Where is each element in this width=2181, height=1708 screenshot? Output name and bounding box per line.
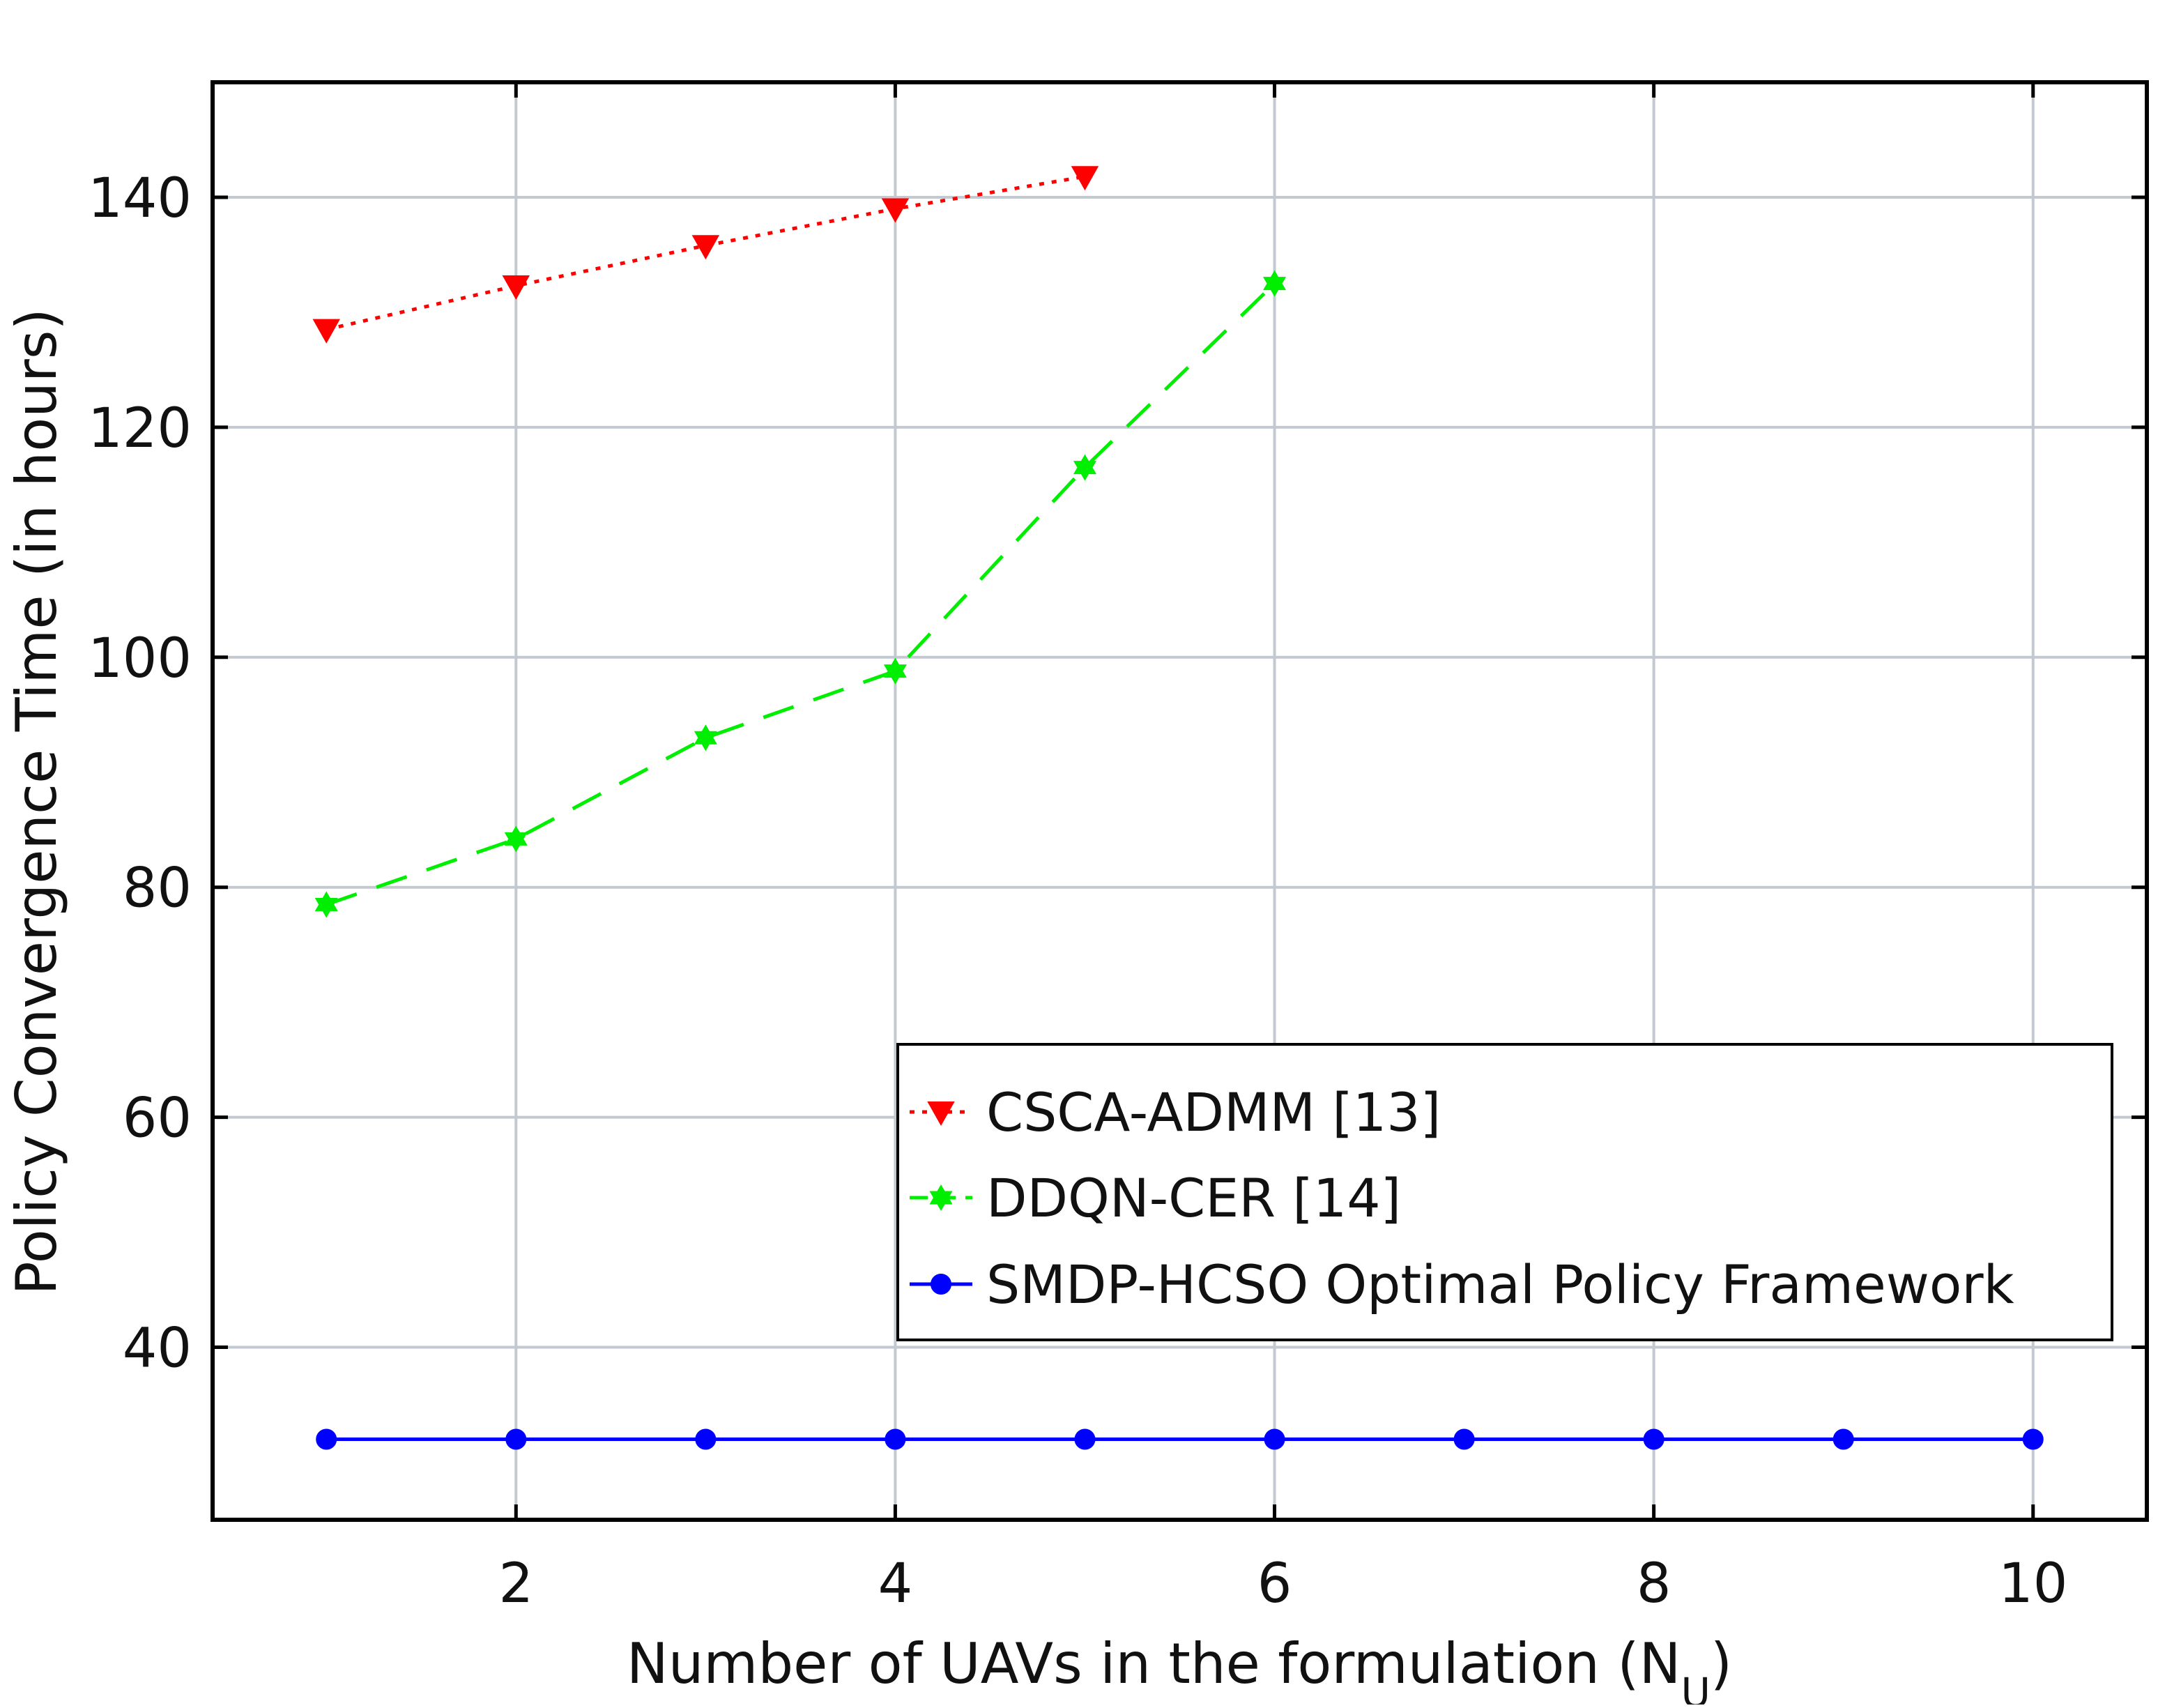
legend-item: CSCA-ADMM [13]: [910, 1081, 1441, 1143]
legend-item: DDQN-CER [14]: [910, 1167, 1401, 1229]
series-group: [312, 166, 2044, 1450]
data-point: [314, 891, 338, 918]
series-2: [314, 270, 1287, 918]
plot-frame: [211, 80, 2149, 1522]
data-point: [1264, 1428, 1285, 1450]
series-line: [326, 282, 1276, 906]
y-tick-label: 120: [88, 397, 192, 460]
marker-part: [694, 731, 717, 752]
x-tick-label: 10: [1998, 1553, 2067, 1615]
x-tick-label: 8: [1637, 1553, 1671, 1615]
x-axis-title: Number of UAVs in the formulation (NU): [627, 1631, 1732, 1705]
series-1: [312, 166, 1099, 344]
legend-item: SMDP-HCSO Optimal Policy Framework: [910, 1253, 2014, 1316]
data-point: [2022, 1428, 2044, 1450]
data-point: [502, 275, 530, 300]
data-point: [1643, 1428, 1665, 1450]
legend-label: DDQN-CER [14]: [986, 1167, 1401, 1229]
marker-part: [883, 664, 907, 685]
marker-part: [929, 1191, 953, 1211]
y-tick-label: 80: [123, 857, 192, 920]
data-point: [504, 825, 528, 853]
data-point: [883, 657, 907, 685]
data-point: [695, 1428, 717, 1450]
data-point: [1073, 454, 1096, 481]
legend-label: CSCA-ADMM [13]: [986, 1081, 1441, 1143]
y-tick-label: 60: [123, 1088, 192, 1150]
data-point: [1832, 1428, 1854, 1450]
marker-part: [1073, 461, 1096, 481]
y-tick-label: 140: [88, 167, 192, 230]
ticks: 2 4 6 8 10 40 60 80 100 120 140: [88, 82, 2147, 1615]
data-point: [1071, 166, 1099, 191]
series-3: [316, 1428, 2044, 1450]
marker-part: [314, 897, 338, 918]
marker-part: [1263, 277, 1287, 297]
data-point: [691, 235, 720, 260]
data-point: [881, 198, 910, 223]
data-point: [885, 1428, 906, 1450]
legend-marker: [929, 1184, 953, 1211]
legend: CSCA-ADMM [13] DDQN-CER [14] SMDP-HCSO Opt…: [896, 1043, 2113, 1341]
y-axis-title: Policy Convergence Time (in hours): [4, 308, 69, 1295]
y-tick-label: 100: [88, 627, 192, 690]
grid: [213, 82, 2147, 1520]
legend-marker: [931, 1274, 951, 1295]
data-point: [505, 1428, 527, 1450]
data-point: [1453, 1428, 1475, 1450]
legend-marker: [927, 1101, 955, 1127]
data-point: [1074, 1428, 1096, 1450]
series-line: [326, 174, 1085, 332]
marker-part: [504, 832, 528, 853]
data-point: [1263, 270, 1287, 297]
data-point: [694, 724, 717, 752]
legend-label: SMDP-HCSO Optimal Policy Framework: [986, 1253, 2014, 1316]
x-tick-label: 2: [498, 1553, 533, 1615]
x-tick-label: 6: [1257, 1553, 1292, 1615]
legend-box: [896, 1043, 2113, 1341]
x-tick-label: 4: [878, 1553, 913, 1615]
y-tick-label: 40: [123, 1318, 192, 1380]
data-point: [312, 319, 340, 344]
data-point: [316, 1428, 337, 1450]
